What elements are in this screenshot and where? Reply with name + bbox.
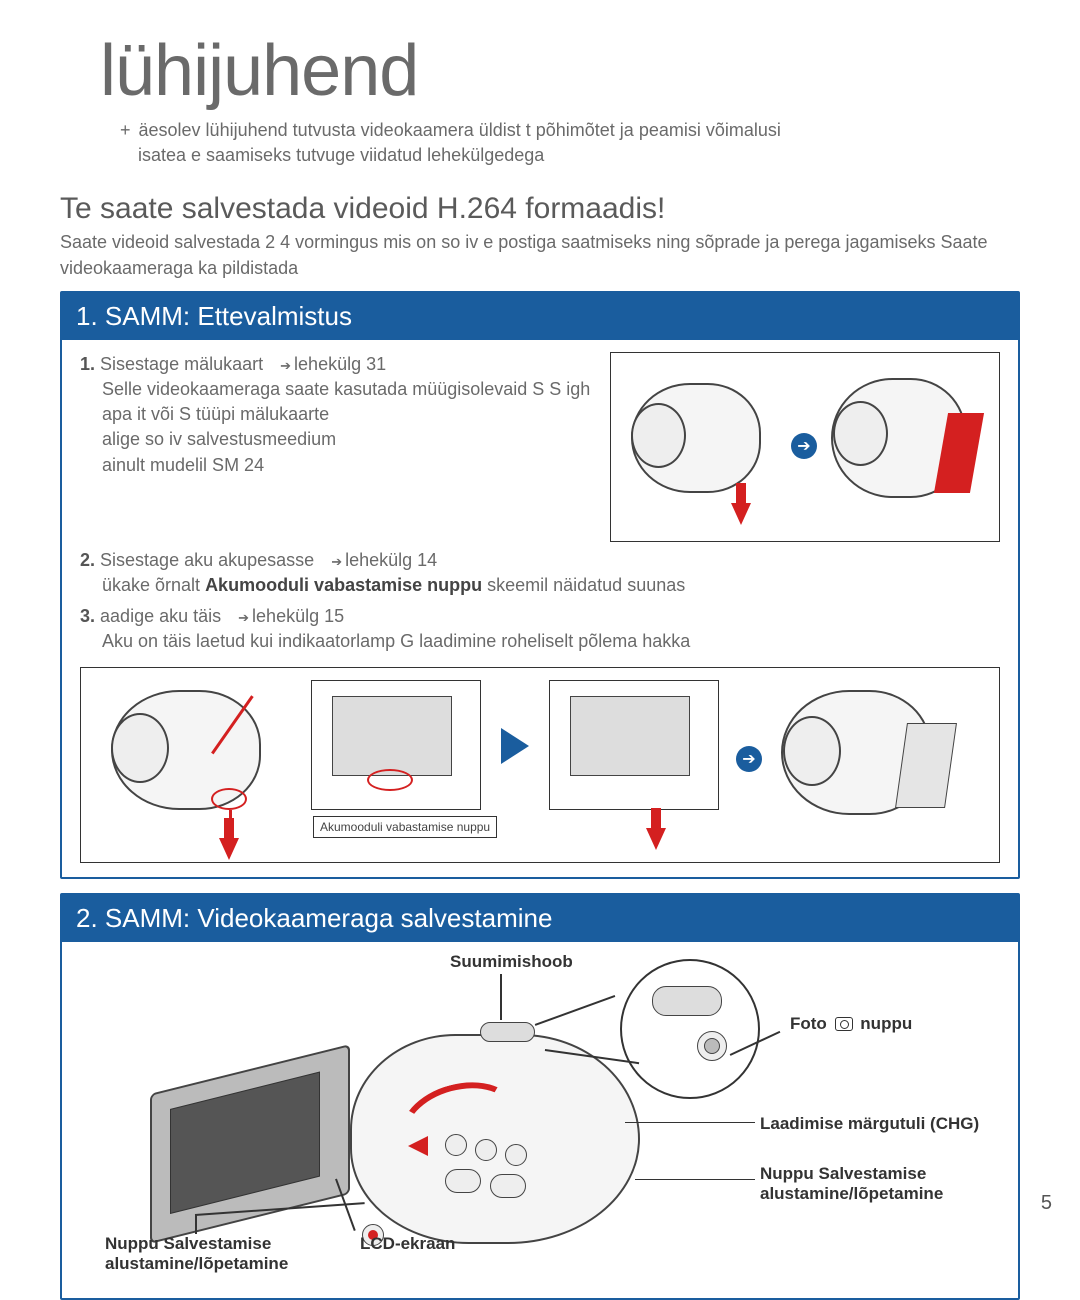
- step-2-panel: 2. SAMM: Videokaameraga salvestamine: [60, 893, 1020, 1300]
- step-1-panel: 1. SAMM: Ettevalmistus 1. Sisestage mälu…: [60, 291, 1020, 879]
- play-arrow-icon: [501, 728, 529, 764]
- next-arrow-icon: ➔: [791, 433, 817, 459]
- step-2-header: 2. SAMM: Videokaameraga salvestamine: [62, 895, 1018, 942]
- step1-item-1: 1. Sisestage mälukaart lehekülg 31 Selle…: [80, 352, 592, 478]
- intro-block: äesolev lühijuhend tutvusta videokaamera…: [120, 118, 1020, 168]
- step1-item1-sub2: alige so iv salvestusmeedium: [102, 427, 592, 452]
- step1-item1-num: 1.: [80, 354, 95, 374]
- callout-label: Akumooduli vabastamise nuppu: [313, 816, 497, 838]
- step1-item2-ref: lehekülg 14: [331, 550, 437, 570]
- step1-top-illustration: ➔: [610, 352, 1000, 542]
- step1-item2-sub-b: skeemil näidatud suunas: [482, 575, 685, 595]
- step1-item-2: 2. Sisestage aku akupesasse lehekülg 14 …: [80, 548, 1000, 598]
- step1-item2-num: 2.: [80, 550, 95, 570]
- red-arrow-down-icon: [219, 838, 239, 860]
- section-description: Saate videoid salvestada 2 4 vormingus m…: [60, 230, 1020, 280]
- step1-item3-sub: Aku on täis laetud kui indikaatorlamp G …: [102, 629, 1000, 654]
- label-rec-left: Nuppu Salvestamise alustamine/lõpetamine: [105, 1234, 315, 1275]
- red-arrow-down-icon: [731, 503, 751, 525]
- next-arrow-icon: ➔: [736, 746, 762, 772]
- step2-illustration: Suumimishoob Foto nuppu Laadimise märgut…: [80, 954, 1000, 1284]
- red-arrow-down-icon: [646, 828, 666, 850]
- step1-item3-main: aadige aku täis: [100, 606, 221, 626]
- step1-item2-sub-a: ükake õrnalt: [102, 575, 205, 595]
- step1-item1-sub3: ainult mudelil SM 24: [102, 453, 592, 478]
- step1-item3-num: 3.: [80, 606, 95, 626]
- section-subtitle: Te saate salvestada videoid H.264 formaa…: [60, 192, 1020, 226]
- step1-item3-ref: lehekülg 15: [238, 606, 344, 626]
- label-chg: Laadimise märgutuli (CHG): [760, 1114, 979, 1134]
- step1-item1-ref: lehekülg 31: [280, 354, 386, 374]
- step1-item1-main: Sisestage mälukaart: [100, 354, 263, 374]
- step1-item-3: 3. aadige aku täis lehekülg 15 Aku on tä…: [80, 604, 1000, 654]
- step1-item2-bold: Akumooduli vabastamise nuppu: [205, 575, 482, 595]
- label-photo-post: nuppu: [860, 1014, 912, 1033]
- label-lcd: LCD-ekraan: [360, 1234, 455, 1254]
- step1-bottom-illustration: Akumooduli vabastamise nuppu ➔: [80, 667, 1000, 863]
- step1-item1-sub1: Selle videokaameraga saate kasutada müüg…: [102, 377, 592, 427]
- page-number: 5: [1041, 1192, 1052, 1215]
- intro-line-1: äesolev lühijuhend tutvusta videokaamera…: [120, 118, 1020, 143]
- page-title: lühijuhend: [100, 30, 1020, 112]
- step-1-header: 1. SAMM: Ettevalmistus: [62, 293, 1018, 340]
- label-zoom: Suumimishoob: [450, 952, 573, 972]
- camera-icon: [835, 1017, 853, 1031]
- step1-item2-main: Sisestage aku akupesasse: [100, 550, 314, 570]
- label-photo-pre: Foto: [790, 1014, 827, 1033]
- label-photo: Foto nuppu: [790, 1014, 912, 1034]
- intro-line-2: isatea e saamiseks tutvuge viidatud lehe…: [138, 143, 1020, 168]
- label-rec-right: Nuppu Salvestamise alustamine/lõpetamine: [760, 1164, 990, 1205]
